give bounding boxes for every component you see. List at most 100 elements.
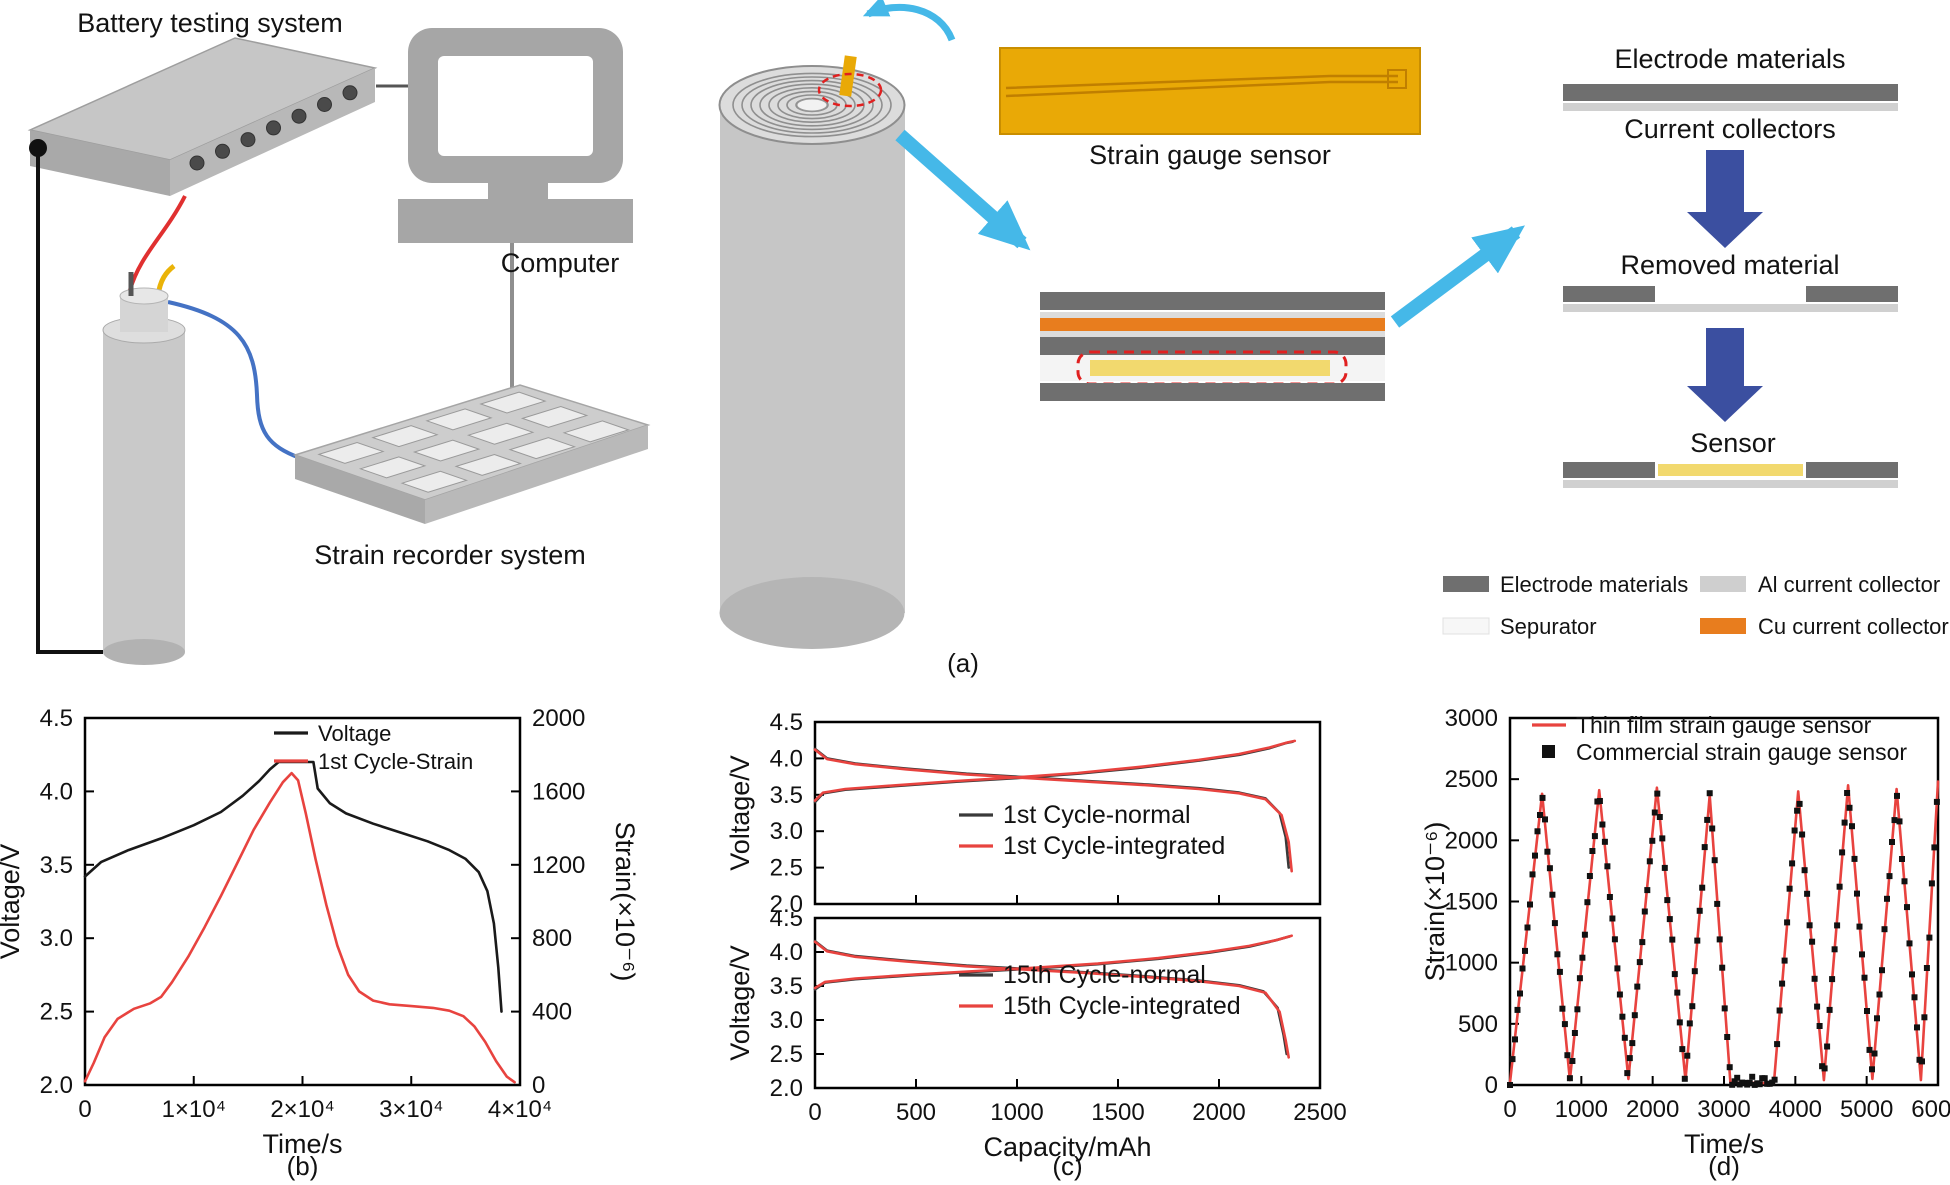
battery-cross-section [1040,292,1385,401]
svg-text:3000: 3000 [1697,1096,1750,1123]
svg-text:4.0: 4.0 [770,745,803,772]
svg-text:4.5: 4.5 [40,705,73,732]
legend-swatch-separator [1442,617,1490,635]
svg-text:3000: 3000 [1445,705,1498,732]
jelly-roll-spiral [732,72,892,138]
panel-a-label: (a) [947,648,979,678]
panel-c-top: 2.0 2.5 3.0 3.5 4.0 4.5 1st Cycle-normal 1st Cy… [700,700,1350,918]
svg-text:1st Cycle-normal: 1st Cycle-normal [1003,801,1191,829]
svg-text:2.5: 2.5 [770,1041,803,1068]
panel-a-diagram [27,0,1898,665]
chart-c-top-1st-cycle: 2.0 2.5 3.0 3.5 4.0 4.5 1st Cycle-normal 1st Cy… [725,709,1322,918]
svg-text:3.0: 3.0 [770,1007,803,1034]
svg-text:4.5: 4.5 [770,709,803,736]
svg-text:2×10⁴: 2×10⁴ [270,1096,334,1123]
battery-testing-system-label: Battery testing system [77,8,343,38]
sensor-tab [839,55,857,97]
legend-label-cu: Cu current collector [1758,614,1949,639]
legend-swatch-al [1700,576,1746,592]
svg-text:3.0: 3.0 [770,818,803,845]
svg-text:Time/s: Time/s [263,1129,343,1159]
svg-text:15th Cycle-normal: 15th Cycle-normal [1003,961,1206,989]
svg-text:2.0: 2.0 [770,891,803,912]
svg-text:(b): (b) [287,1151,319,1181]
strain-gauge-sensor-label: Strain gauge sensor [1089,140,1331,170]
svg-text:4.0: 4.0 [40,778,73,805]
chart-c-bottom-15th-cycle: 0 500 1000 1500 2000 2500 2.0 2.5 3.0 3.5 4.0 4.5 15… [725,905,1347,1181]
current-collectors-label: Current collectors [1624,114,1836,144]
svg-text:Strain(×10⁻⁶): Strain(×10⁻⁶) [1420,822,1450,982]
svg-text:4.5: 4.5 [770,912,803,932]
cylinder-battery-illustration [718,0,956,649]
svg-text:3.5: 3.5 [770,782,803,809]
svg-text:4.0: 4.0 [770,939,803,966]
legend-swatch-cu [1700,618,1746,634]
curved-rotation-arrow [862,0,956,42]
svg-text:2500: 2500 [1445,766,1498,793]
svg-text:Capacity/mAh: Capacity/mAh [983,1132,1151,1162]
svg-text:1st Cycle-integrated: 1st Cycle-integrated [1003,832,1225,860]
svg-text:Time/s: Time/s [1684,1129,1764,1159]
battery-testing-system-illustration [27,37,410,196]
svg-text:15th Cycle-integrated: 15th Cycle-integrated [1003,992,1241,1020]
test-battery-illustration [102,272,186,665]
legend-swatch-electrode [1443,576,1489,592]
svg-text:0: 0 [1485,1072,1498,1099]
svg-text:2.5: 2.5 [770,855,803,882]
svg-text:Voltage/V: Voltage/V [725,755,755,871]
process-stack-electrode [1563,84,1898,111]
sensor-label: Sensor [1690,428,1776,458]
svg-text:5000: 5000 [1840,1096,1893,1123]
strain-recorder-system-label: Strain recorder system [314,540,586,570]
svg-text:Voltage: Voltage [318,721,391,746]
svg-text:1000: 1000 [990,1099,1043,1126]
svg-text:2500: 2500 [1293,1099,1346,1126]
process-stack-removed [1563,286,1898,312]
svg-text:0: 0 [532,1072,545,1099]
svg-text:0: 0 [808,1099,821,1126]
wire-terminal-dot [29,139,47,157]
svg-text:2000: 2000 [1626,1096,1679,1123]
svg-text:2.5: 2.5 [40,999,73,1026]
legend-label-electrode: Electrode materials [1500,572,1689,597]
blue-wire [167,300,301,460]
svg-text:0: 0 [78,1096,91,1123]
svg-text:1×10⁴: 1×10⁴ [162,1096,226,1123]
process-stack-sensor [1563,462,1898,488]
svg-text:1200: 1200 [532,852,585,879]
svg-text:1st Cycle-Strain: 1st Cycle-Strain [318,749,473,774]
strain-gauge-sensor-illustration [999,47,1421,135]
svg-text:1000: 1000 [1555,1096,1608,1123]
strain-recorder-illustration [292,384,651,524]
svg-text:3×10⁴: 3×10⁴ [379,1096,443,1123]
svg-text:3.5: 3.5 [40,852,73,879]
legend-label-separator: Sepurator [1500,614,1597,639]
process-arrow-2 [1687,328,1763,422]
svg-text:800: 800 [532,925,572,952]
process-arrow-1 [1687,150,1763,248]
electrode-materials-label: Electrode materials [1614,44,1846,74]
computer-illustration [398,28,633,392]
svg-text:2000: 2000 [532,705,585,732]
svg-text:Voltage/V: Voltage/V [0,844,25,960]
svg-text:Commercial strain gauge sensor: Commercial strain gauge sensor [1576,739,1907,765]
arrow-cell-to-crosssection [895,129,1031,251]
svg-text:3.5: 3.5 [770,973,803,1000]
legend-label-al: Al current collector [1758,572,1941,597]
panel-b: 0 1×10⁴ 2×10⁴ 3×10⁴ 4×10⁴ 2.0 2.5 3.0 3.5 4.0 4.5 0… [0,700,650,1185]
panel-c-bottom: 0 500 1000 1500 2000 2500 2.0 2.5 3.0 3.5 4.0 4.5 15… [700,905,1350,1185]
svg-text:4000: 4000 [1769,1096,1822,1123]
red-wire [128,195,187,291]
tester-connector-dots [189,85,358,171]
svg-text:4×10⁴: 4×10⁴ [488,1096,552,1123]
svg-text:Strain(×10⁻⁶): Strain(×10⁻⁶) [610,822,640,982]
black-wire [36,156,103,654]
svg-text:1600: 1600 [532,778,585,805]
svg-text:Thin film strain gauge sensor: Thin film strain gauge sensor [1576,712,1872,738]
svg-text:3.0: 3.0 [40,925,73,952]
svg-text:2.0: 2.0 [40,1072,73,1099]
svg-text:2.0: 2.0 [770,1075,803,1102]
